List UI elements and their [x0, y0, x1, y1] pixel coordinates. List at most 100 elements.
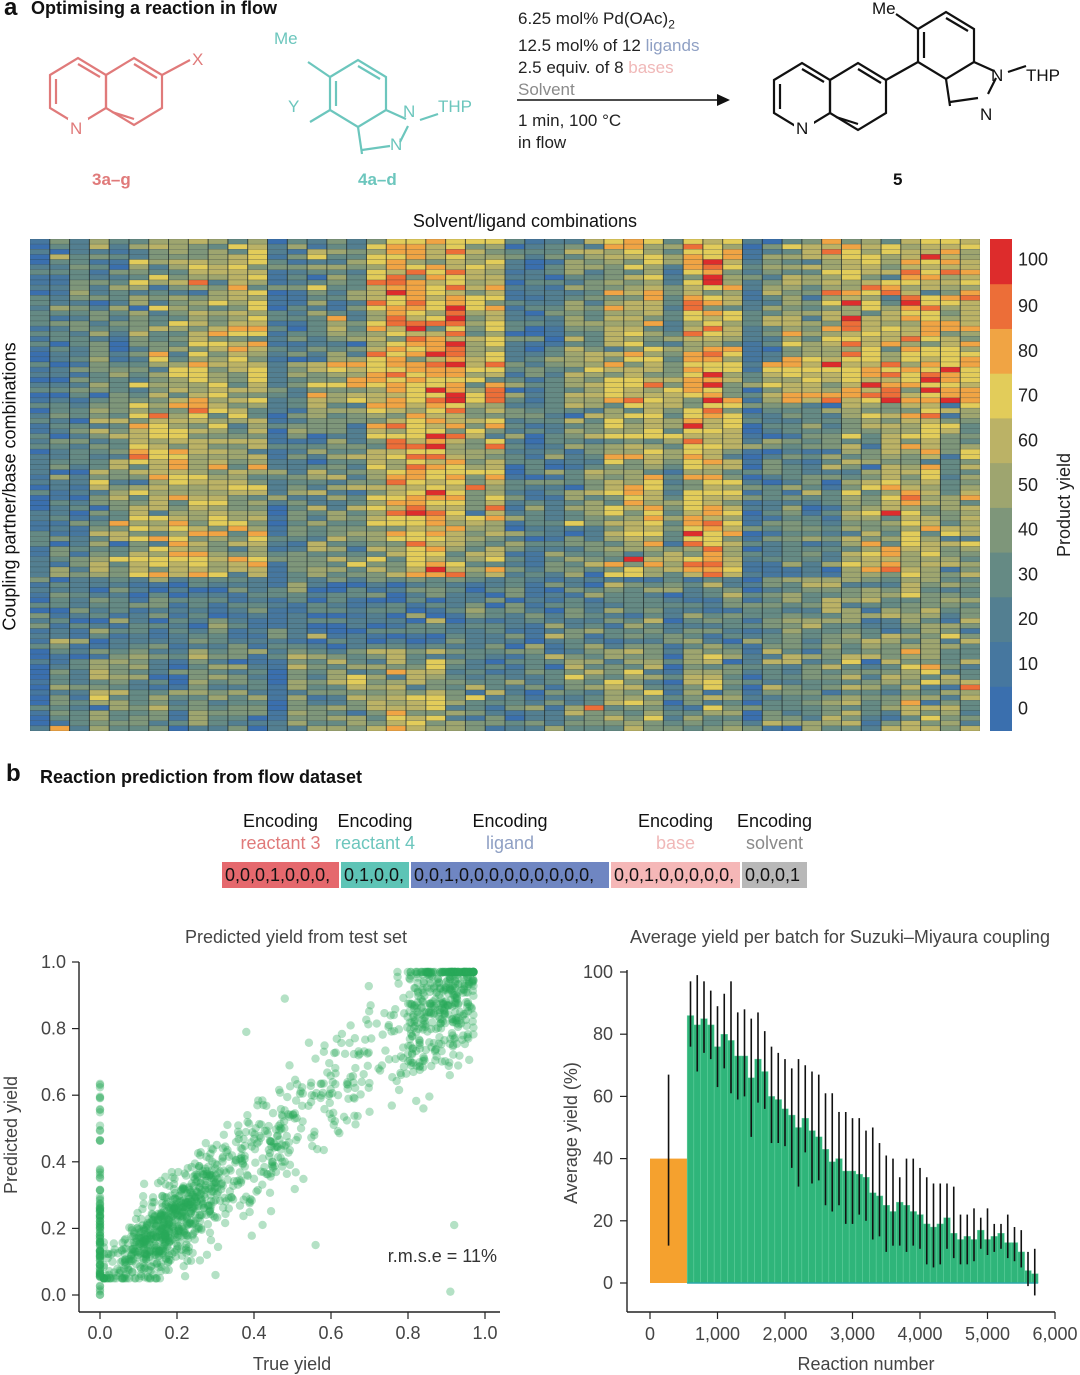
heatmap-cell: [148, 274, 169, 281]
heatmap-cell: [128, 546, 149, 552]
heatmap-cell: [960, 418, 980, 424]
heatmap-cell: [168, 633, 189, 639]
heatmap-cell: [504, 448, 525, 455]
heatmap-cell: [49, 454, 70, 460]
heatmap-cell: [227, 443, 248, 450]
scatter-point: [415, 1036, 424, 1045]
scatter-point: [428, 1018, 437, 1027]
heatmap-cell: [861, 279, 882, 286]
heatmap-cell: [287, 382, 308, 388]
heatmap-cell: [663, 264, 684, 270]
heatmap-cell: [960, 479, 980, 486]
heatmap-cell: [524, 500, 545, 506]
heatmap-cell: [267, 582, 288, 588]
heatmap-cell: [920, 525, 941, 532]
heatmap-cell: [306, 489, 328, 496]
heatmap-cell: [920, 274, 941, 281]
heatmap-cell: [702, 433, 723, 440]
heatmap-cell: [287, 684, 308, 691]
scatter-point: [468, 975, 478, 984]
heatmap-cell: [326, 315, 347, 322]
heatmap-cell: [682, 664, 704, 670]
scatter-point: [418, 967, 427, 977]
heatmap-cell: [880, 474, 902, 481]
heatmap-cell: [69, 500, 90, 506]
heatmap-cell: [623, 633, 644, 639]
heatmap-cell: [564, 582, 585, 588]
heatmap-cell: [504, 510, 525, 516]
heatmap-cell: [524, 284, 545, 291]
heatmap-cell: [940, 479, 961, 486]
heatmap-cell: [227, 264, 248, 270]
heatmap-cell: [643, 633, 664, 639]
scatter-point: [451, 983, 460, 992]
scatter-point: [440, 967, 449, 977]
heatmap-cell: [188, 694, 209, 701]
heatmap-cell: [682, 295, 704, 301]
heatmap-cell: [583, 315, 605, 322]
heatmap-cell: [188, 346, 209, 352]
heatmap-cell: [603, 479, 624, 486]
product-structure: N Me N THP N: [772, 0, 1060, 138]
heatmap-cell: [168, 679, 189, 686]
heatmap-cell: [148, 669, 169, 675]
heatmap-cell: [623, 515, 644, 522]
heatmap-cell: [920, 700, 941, 706]
heatmap-cell: [841, 351, 862, 358]
heatmap-cell: [227, 551, 248, 557]
heatmap-cell: [940, 464, 961, 470]
heatmap-cell: [524, 443, 545, 450]
heatmap-cell: [386, 479, 407, 486]
heatmap-cell: [227, 561, 248, 568]
heatmap-cell: [524, 382, 545, 388]
heatmap-cell: [168, 720, 189, 727]
heatmap-cell: [108, 479, 130, 486]
heatmap-cell: [801, 541, 822, 547]
heatmap-cell: [504, 653, 525, 660]
heatmap-cell: [267, 454, 288, 460]
heatmap-cell: [762, 366, 783, 373]
heatmap-cell: [346, 607, 367, 614]
heatmap-cell: [564, 551, 585, 557]
heatmap-cell: [920, 500, 941, 506]
heatmap-cell: [386, 551, 407, 557]
heatmap-cell: [89, 320, 110, 327]
heatmap-cell: [405, 505, 427, 511]
heatmap-cell: [366, 331, 387, 337]
heatmap-cell: [366, 618, 387, 624]
scatter-point: [157, 1210, 166, 1220]
heatmap-cell: [465, 448, 486, 455]
heatmap-cell: [801, 520, 822, 527]
heatmap-cell: [69, 602, 90, 609]
heatmap-cell: [227, 459, 248, 465]
heatmap-cell: [821, 520, 842, 527]
heatmap-cell: [148, 689, 169, 696]
scatter-point: [196, 1197, 206, 1206]
heatmap-cell: [861, 264, 882, 270]
heatmap-cell: [742, 351, 763, 358]
heatmap-cell: [306, 628, 328, 634]
heatmap-cell: [128, 254, 149, 260]
panel-a-title: Optimising a reaction in flow: [31, 0, 278, 18]
heatmap-cell: [207, 556, 229, 563]
scatter-point: [469, 967, 478, 977]
heatmap-cell: [880, 679, 902, 686]
heatmap-cell: [841, 515, 862, 522]
heatmap-cell: [326, 279, 347, 286]
heatmap-cell: [287, 566, 308, 573]
heatmap-cell: [485, 341, 506, 347]
scatter-point: [435, 984, 445, 993]
heatmap-cell: [287, 300, 308, 306]
heatmap-cell: [128, 433, 149, 440]
heatmap-cell: [485, 454, 506, 460]
heatmap-cell: [425, 320, 446, 327]
heatmap-cell: [801, 290, 822, 296]
heatmap-cell: [267, 515, 288, 522]
heatmap-cell: [465, 633, 486, 639]
heatmap-cell: [405, 239, 427, 245]
heatmap-cell: [267, 694, 288, 701]
heatmap-cell: [762, 346, 783, 352]
heatmap-cell: [900, 587, 921, 593]
heatmap-cell: [49, 413, 70, 419]
heatmap-cell: [386, 372, 407, 378]
